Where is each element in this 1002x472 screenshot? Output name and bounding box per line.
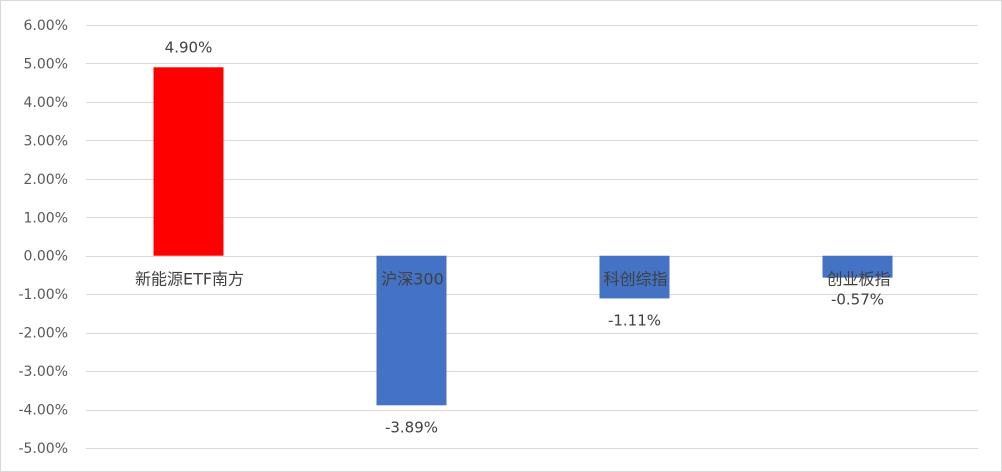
y-tick-label: 4.00%	[24, 95, 68, 111]
gridlines	[86, 25, 978, 449]
category-label: 创业板指	[826, 270, 890, 289]
y-tick-label: -3.00%	[18, 364, 68, 380]
bar	[822, 255, 893, 278]
y-tick-label: 0.00%	[24, 249, 68, 265]
data-label: -1.11%	[608, 311, 661, 329]
bar	[376, 255, 447, 406]
y-tick-label: 6.00%	[24, 18, 68, 34]
data-label: 4.90%	[165, 38, 213, 56]
y-tick-label: 3.00%	[24, 133, 68, 149]
data-labels: 4.90% -3.89% -1.11% -0.57%	[165, 38, 884, 436]
y-tick-label: -5.00%	[18, 441, 68, 457]
data-label: -0.57%	[831, 291, 884, 309]
y-tick-label: 2.00%	[24, 172, 68, 188]
category-label: 新能源ETF南方	[135, 270, 244, 289]
y-tick-label: -4.00%	[18, 403, 68, 419]
bars	[153, 67, 893, 406]
category-label: 科创综指	[603, 270, 667, 289]
data-label: -3.89%	[385, 418, 438, 436]
y-tick-label: 5.00%	[24, 56, 68, 72]
y-axis-ticks: 6.00% 5.00% 4.00% 3.00% 2.00% 1.00% 0.00% -1.00…	[18, 18, 68, 457]
category-label: 沪深300	[381, 270, 444, 289]
bar	[153, 67, 224, 256]
y-tick-label: 1.00%	[24, 210, 68, 226]
bar	[599, 255, 670, 299]
category-labels: 新能源ETF南方 沪深300 科创综指 创业板指	[135, 270, 891, 289]
y-tick-label: -2.00%	[18, 326, 68, 342]
y-tick-label: -1.00%	[18, 287, 68, 303]
